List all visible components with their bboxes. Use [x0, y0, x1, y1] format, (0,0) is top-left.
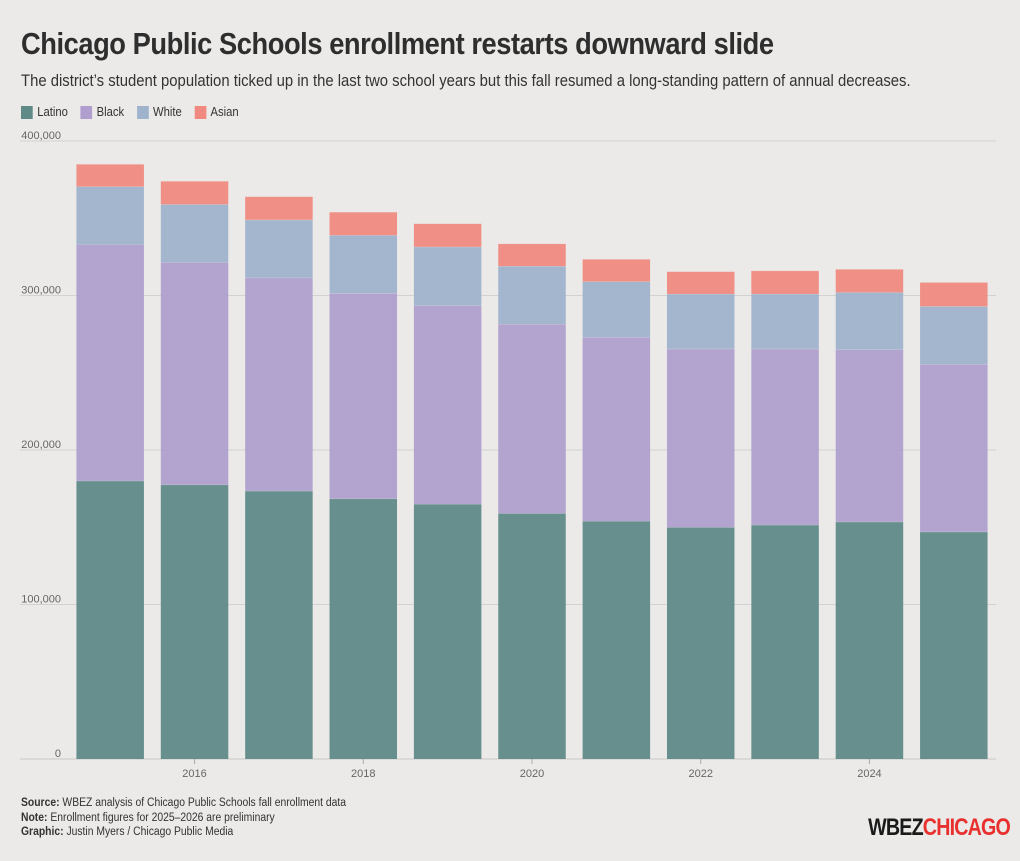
- legend-swatch: [136, 105, 149, 119]
- bar-segment-black: [160, 262, 229, 485]
- bar-segment-white: [498, 266, 566, 325]
- bar-segment-black: [835, 349, 904, 522]
- bar-segment-latino: [920, 531, 988, 759]
- bar-segment-latino: [245, 490, 313, 759]
- wbez-chicago-logo: WBEZCHICAGO: [868, 814, 1011, 842]
- logo-wbez: WBEZ: [868, 814, 923, 841]
- graphic-line: Graphic: Justin Myers / Chicago Public M…: [21, 825, 346, 840]
- bar-segment-black: [329, 293, 398, 499]
- y-tick-label: 0: [55, 748, 61, 760]
- bar-segment-white: [920, 306, 988, 365]
- source-label: Source:: [21, 797, 60, 809]
- bar-segment-white: [245, 219, 313, 278]
- legend-swatch: [80, 105, 93, 119]
- bar-segment-latino: [751, 524, 819, 759]
- bar-segment-black: [498, 324, 566, 514]
- bar-segment-asian: [160, 181, 229, 205]
- x-tick-label: 2018: [351, 768, 375, 780]
- bar-segment-asian: [582, 259, 651, 282]
- bar-segment-asian: [413, 223, 482, 247]
- graphic-label: Graphic:: [21, 826, 64, 838]
- bar-segment-asian: [329, 212, 398, 236]
- chart-subtitle: The district’s student population ticked…: [21, 72, 911, 90]
- bar-segment-white: [160, 204, 229, 263]
- source-line: Source: WBEZ analysis of Chicago Public …: [21, 796, 346, 811]
- legend: Latino Black White Asian: [21, 105, 239, 119]
- bar-segment-black: [920, 364, 988, 532]
- note-label: Note:: [21, 811, 48, 824]
- bar-segment-latino: [160, 484, 229, 759]
- legend-label: Latino: [37, 105, 68, 119]
- legend-label: Asian: [210, 105, 239, 119]
- bar-segment-asian: [751, 270, 819, 294]
- bar-segment-asian: [666, 271, 735, 294]
- bar-segment-black: [413, 305, 482, 505]
- bar-segment-white: [751, 293, 819, 349]
- graphic-text: Justin Myers / Chicago Public Media: [66, 826, 234, 838]
- legend-item-asian: Asian: [194, 105, 239, 119]
- bar-segment-latino: [498, 513, 566, 759]
- bar-segment-latino: [666, 527, 735, 759]
- note-line: Note: Enrollment figures for 2025–2026 a…: [21, 811, 346, 826]
- legend-swatch: [194, 105, 207, 119]
- note-text: Enrollment figures for 2025–2026 are pre…: [50, 811, 275, 824]
- legend-label: White: [152, 105, 182, 119]
- bar-segment-black: [76, 244, 144, 481]
- legend-item-black: Black: [80, 105, 124, 119]
- legend-swatch: [21, 105, 33, 119]
- bar-segment-latino: [835, 521, 904, 759]
- bar-segment-latino: [413, 504, 482, 759]
- legend-item-latino: Latino: [21, 105, 68, 119]
- legend-label: Black: [96, 105, 125, 119]
- y-tick-label: 200,000: [21, 439, 61, 451]
- y-tick-label: 400,000: [21, 130, 61, 142]
- bar-segment-white: [835, 292, 904, 350]
- y-tick-label: 300,000: [21, 285, 61, 297]
- x-tick-label: 2020: [520, 768, 544, 780]
- footer: Source: WBEZ analysis of Chicago Public …: [21, 796, 346, 840]
- bar-segment-latino: [76, 480, 144, 759]
- bar-segment-black: [245, 277, 313, 491]
- x-tick-label: 2022: [688, 768, 712, 780]
- bar-segment-asian: [76, 164, 144, 187]
- bar-segment-white: [582, 281, 651, 338]
- bar-segment-black: [666, 348, 735, 528]
- bar-segment-latino: [329, 498, 398, 759]
- y-tick-label: 100,000: [21, 594, 61, 606]
- bar-segment-white: [76, 186, 144, 245]
- bar-segment-black: [751, 348, 819, 525]
- bar-segment-asian: [245, 196, 313, 220]
- bar-segment-black: [582, 337, 651, 522]
- bar-segment-asian: [920, 282, 988, 307]
- chart-title: Chicago Public Schools enrollment restar…: [21, 26, 774, 61]
- bar-segment-asian: [835, 269, 904, 293]
- logo-chicago: CHICAGO: [922, 814, 1011, 841]
- bar-segment-white: [329, 235, 398, 294]
- source-text: WBEZ analysis of Chicago Public Schools …: [62, 797, 347, 809]
- x-tick-label: 2016: [182, 768, 206, 780]
- x-tick-label: 2024: [857, 768, 881, 780]
- bar-segment-latino: [582, 521, 651, 759]
- bar-segment-white: [666, 293, 735, 349]
- bar-segment-white: [413, 246, 482, 306]
- legend-item-white: White: [136, 105, 182, 119]
- bar-segment-asian: [498, 243, 566, 267]
